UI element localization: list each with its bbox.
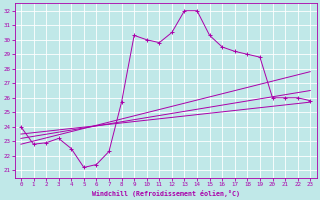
X-axis label: Windchill (Refroidissement éolien,°C): Windchill (Refroidissement éolien,°C): [92, 190, 240, 197]
